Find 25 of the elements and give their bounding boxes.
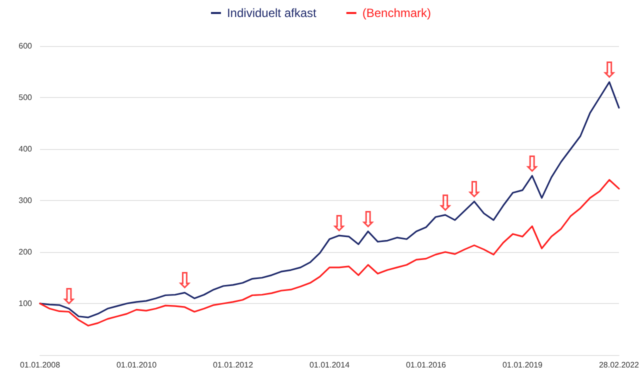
y-tick-label: 400 [18,144,33,154]
line-series [39,179,620,326]
annotation: ⇩ [600,58,619,84]
annotation: ⇩ [436,191,455,216]
y-tick-label: 300 [18,196,33,205]
annotation: ⇩ [522,152,542,178]
y-tick-label: 200 [18,248,33,256]
legend-label: (Benchmark) [362,6,432,20]
x-tick-label: 28.02.2022 [598,360,640,370]
x-tick-label: 01.01.2016 [406,360,447,370]
annotation: ⇩ [176,269,194,294]
x-tick-label: 01.01.2012 [212,360,254,370]
x-tick-label: 01.01.2008 [20,360,61,370]
x-tick-label: 01.01.2014 [309,360,350,370]
annotation: ⇩ [330,212,348,238]
legend-label: Individuelt afkast [226,6,318,20]
annotation: ⇩ [358,208,378,233]
annotation: ⇩ [60,285,78,310]
y-tick-label: 500 [18,93,33,102]
x-tick-label: 01.01.2010 [116,360,158,370]
annotation: ⇩ [465,178,484,204]
x-tick-label: 01.01.2019 [502,360,544,370]
y-tick-label: 600 [18,42,33,50]
y-tick-label: 100 [18,299,33,308]
line-series [39,81,620,318]
